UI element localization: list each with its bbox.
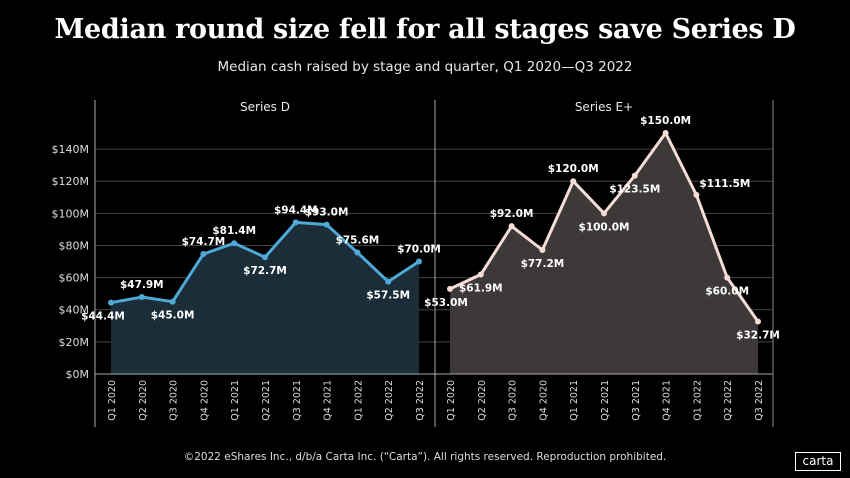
data-label: $44.4M — [81, 311, 125, 323]
data-point — [292, 219, 299, 226]
data-point — [631, 172, 638, 179]
data-label: $74.7M — [182, 236, 226, 248]
data-label: $57.5M — [366, 290, 410, 302]
x-tick-label: Q3 2021 — [292, 380, 303, 421]
data-point — [354, 249, 361, 256]
data-point — [385, 278, 392, 285]
data-point — [447, 285, 453, 292]
data-label: $72.7M — [243, 265, 287, 277]
data-point — [169, 298, 176, 305]
y-tick-label: $140M — [52, 143, 90, 156]
chart-subtitle: Median cash raised by stage and quarter,… — [217, 59, 633, 75]
data-point — [539, 246, 546, 253]
data-label: $150.0M — [640, 115, 691, 127]
x-tick-label: Q1 2022 — [692, 380, 703, 421]
data-label: $75.6M — [336, 235, 380, 247]
data-label: $81.4M — [212, 225, 256, 237]
area-fill — [111, 222, 419, 374]
carta-logo: carta — [795, 452, 841, 471]
area-fill — [450, 133, 758, 374]
x-tick-label: Q1 2021 — [230, 380, 241, 421]
data-label: $53.0M — [424, 297, 468, 309]
x-tick-label: Q4 2020 — [199, 380, 210, 421]
data-point — [662, 130, 669, 136]
data-point — [724, 274, 731, 281]
x-tick-label: Q1 2020 — [446, 380, 457, 421]
x-tick-label: Q3 2022 — [754, 380, 765, 421]
x-tick-label: Q3 2020 — [508, 380, 519, 421]
y-tick-label: $80M — [59, 239, 90, 252]
data-point — [200, 250, 207, 257]
data-point — [601, 210, 607, 217]
data-point — [508, 223, 515, 230]
panel-title: Series E+ — [575, 100, 633, 114]
data-point — [231, 240, 238, 247]
x-tick-label: Q2 2021 — [600, 380, 611, 421]
data-label: $111.5M — [699, 178, 750, 190]
data-label: $94.4M — [274, 204, 318, 216]
data-point — [693, 191, 700, 198]
y-tick-label: $0M — [66, 368, 90, 381]
x-tick-label: Q1 2021 — [569, 380, 580, 421]
y-tick-label: $40M — [59, 304, 90, 317]
x-tick-label: Q2 2020 — [477, 380, 488, 421]
x-tick-label: Q4 2021 — [662, 380, 673, 421]
data-label: $123.5M — [609, 184, 660, 196]
chart-title: Median round size fell for all stages sa… — [54, 14, 796, 45]
copyright-footer: ©2022 eShares Inc., d/b/a Carta Inc. (“C… — [183, 451, 667, 463]
data-point — [108, 299, 114, 306]
data-label: $100.0M — [579, 221, 630, 233]
y-tick-label: $100M — [52, 207, 90, 220]
x-tick-label: Q2 2020 — [138, 380, 149, 421]
y-tick-label: $60M — [59, 272, 90, 285]
y-tick-label: $20M — [59, 336, 90, 349]
data-point — [262, 254, 268, 261]
x-tick-label: Q2 2022 — [723, 380, 734, 421]
data-label: $93.0M — [305, 207, 349, 219]
x-tick-label: Q4 2021 — [323, 380, 334, 421]
x-tick-label: Q1 2020 — [107, 380, 118, 421]
data-point — [570, 178, 577, 185]
x-tick-label: Q3 2021 — [631, 380, 642, 421]
panel-title: Series D — [240, 100, 290, 114]
y-tick-label: $120M — [52, 175, 90, 188]
data-point — [477, 271, 484, 278]
data-label: $45.0M — [151, 310, 195, 322]
x-tick-label: Q2 2021 — [261, 380, 272, 421]
data-label: $60.0M — [705, 286, 749, 298]
x-tick-label: Q3 2022 — [415, 380, 426, 421]
data-label: $92.0M — [490, 208, 534, 220]
data-point — [138, 294, 145, 301]
x-tick-label: Q2 2022 — [384, 380, 395, 421]
data-label: $61.9M — [459, 283, 503, 295]
x-tick-label: Q4 2020 — [538, 380, 549, 421]
data-label: $120.0M — [548, 163, 599, 175]
data-point — [416, 258, 422, 265]
x-tick-label: Q1 2022 — [353, 380, 364, 421]
data-label: $77.2M — [521, 258, 565, 270]
data-label: $32.7M — [736, 329, 780, 341]
data-label: $70.0M — [397, 244, 441, 256]
x-tick-label: Q3 2020 — [169, 380, 180, 421]
data-point — [755, 318, 761, 325]
data-label: $47.9M — [120, 279, 164, 291]
data-point — [323, 221, 330, 228]
